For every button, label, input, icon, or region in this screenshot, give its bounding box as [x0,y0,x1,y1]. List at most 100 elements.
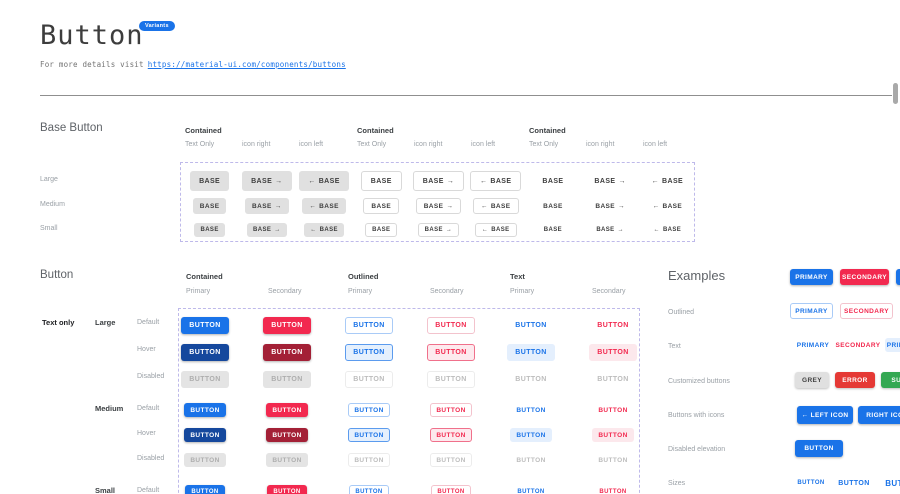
grid-button-outlined-secondary-default[interactable]: BUTTON [430,403,472,417]
example-button-primary[interactable]: PRIMARY [790,269,833,285]
grid-button-outlined-primary-default[interactable]: BUTTON [349,485,389,494]
example-button-secondary[interactable]: SECONDARY [840,303,893,319]
example-button-grey[interactable]: GREY [795,372,829,388]
base-button[interactable]: BASE [536,198,570,214]
base-button[interactable]: BASE → [245,198,289,214]
base-button[interactable]: BASE → [588,198,632,214]
grid-button-text-primary-disabled[interactable]: BUTTON [507,371,555,388]
base-button[interactable]: BASE [365,223,398,237]
base-button[interactable]: ← BASE [299,171,349,191]
base-button-label: BASE [662,227,682,233]
grid-button-contained-secondary-hover[interactable]: BUTTON [263,344,311,361]
base-row-label-medium: Medium [40,201,65,208]
base-row-label-small: Small [40,225,58,232]
base-subcolumn-header: Text Only [185,141,215,148]
grid-button-outlined-primary-default[interactable]: BUTTON [345,317,393,334]
example-button-clipped[interactable] [896,269,900,285]
grid-button-outlined-secondary-disabled[interactable]: BUTTON [430,453,472,467]
example-button-button[interactable]: BUTTON [795,476,827,490]
base-button[interactable]: ← BASE [302,198,346,214]
grid-button-contained-secondary-default[interactable]: BUTTON [266,403,308,417]
grid-button-outlined-secondary-default[interactable]: BUTTON [427,317,475,334]
base-button[interactable]: ← BASE [304,223,344,237]
grid-button-text-primary-hover[interactable]: BUTTON [510,428,552,442]
example-button-button[interactable]: BUTTON [835,476,873,490]
grid-button-contained-secondary-default[interactable]: BUTTON [263,317,311,334]
grid-button-contained-secondary-disabled[interactable]: BUTTON [263,371,311,388]
grid-button-text-secondary-default[interactable]: BUTTON [593,485,633,494]
base-button-label: BASE [199,177,221,185]
grid-button-text-primary-default[interactable]: BUTTON [511,485,551,494]
grid-button-label: BUTTON [597,376,629,383]
grid-button-outlined-primary-disabled[interactable]: BUTTON [348,453,390,467]
base-button[interactable]: BASE → [246,223,287,237]
base-button[interactable]: ← BASE [469,171,522,191]
example-button-button[interactable]: BUTTON [881,476,900,490]
grid-button-label: BUTTON [598,406,628,414]
base-button[interactable]: BASE [190,171,230,191]
grid-button-contained-primary-hover[interactable]: BUTTON [184,428,226,442]
grid-button-contained-secondary-disabled[interactable]: BUTTON [266,453,308,467]
base-button[interactable]: BASE [533,171,572,191]
example-button-primary[interactable]: PRIMARY [790,303,833,319]
base-button[interactable]: BASE → [412,171,465,191]
grid-button-outlined-primary-hover[interactable]: BUTTON [345,344,393,361]
vertical-scrollbar-thumb[interactable] [893,83,898,104]
grid-button-text-primary-disabled[interactable]: BUTTON [510,453,552,467]
row-state-label: Disabled [137,455,165,462]
grid-button-outlined-primary-hover[interactable]: BUTTON [348,428,390,442]
base-button-label: BASE [371,202,392,210]
grid-button-contained-primary-hover[interactable]: BUTTON [181,344,229,361]
base-button[interactable]: ← BASE [643,171,692,191]
grid-button-outlined-primary-default[interactable]: BUTTON [348,403,390,417]
base-button[interactable]: BASE → [242,171,292,191]
base-button[interactable]: BASE [360,171,402,191]
example-button-primary[interactable]: PRIMARY [795,338,831,352]
grid-button-outlined-secondary-default[interactable]: BUTTON [431,485,471,494]
base-button[interactable]: ← BASE [472,198,519,214]
grid-button-text-secondary-hover[interactable]: BUTTON [592,428,634,442]
base-button[interactable]: BASE [192,198,227,214]
example-button-success[interactable]: SUCCESS [881,372,900,388]
base-button[interactable]: BASE → [417,223,460,237]
grid-button-text-primary-default[interactable]: BUTTON [510,403,552,417]
grid-button-label: BUTTON [353,322,385,329]
grid-button-outlined-secondary-hover[interactable]: BUTTON [430,428,472,442]
grid-button-text-secondary-hover[interactable]: BUTTON [589,344,637,361]
example-button-primary[interactable]: PRIMARY [885,338,900,352]
docs-link[interactable]: https://material-ui.com/components/butto… [147,60,346,69]
base-button[interactable]: ← BASE [648,223,688,237]
base-button[interactable]: BASE [363,198,400,214]
base-button[interactable]: BASE → [585,171,634,191]
grid-button-contained-secondary-hover[interactable]: BUTTON [266,428,308,442]
example-button-secondary[interactable]: SECONDARY [840,269,889,285]
example-button-right-icon-[interactable]: RIGHT ICON → [858,406,900,424]
grid-button-text-secondary-disabled[interactable]: BUTTON [592,453,634,467]
base-button[interactable]: BASE [194,223,225,237]
grid-button-label: BUTTON [598,456,628,464]
example-button-button[interactable]: BUTTON [795,440,843,457]
base-button[interactable]: ← BASE [474,223,517,237]
grid-button-outlined-secondary-hover[interactable]: BUTTON [427,344,475,361]
grid-button-text-secondary-default[interactable]: BUTTON [589,317,637,334]
grid-button-contained-primary-disabled[interactable]: BUTTON [181,371,229,388]
example-button--left-icon[interactable]: ← LEFT ICON [797,406,853,424]
arrow-right-icon: → [446,202,454,210]
grid-button-outlined-primary-disabled[interactable]: BUTTON [345,371,393,388]
grid-button-contained-primary-disabled[interactable]: BUTTON [184,453,226,467]
grid-button-text-primary-default[interactable]: BUTTON [507,317,555,334]
base-button[interactable]: ← BASE [646,198,690,214]
grid-button-text-secondary-disabled[interactable]: BUTTON [589,371,637,388]
grid-button-contained-primary-default[interactable]: BUTTON [185,485,225,494]
grid-button-text-primary-hover[interactable]: BUTTON [507,344,555,361]
base-button[interactable]: BASE [538,223,568,237]
grid-button-contained-primary-default[interactable]: BUTTON [184,403,226,417]
example-button-secondary[interactable]: SECONDARY [836,338,881,352]
example-button-error[interactable]: ERROR [835,372,875,388]
grid-button-contained-primary-default[interactable]: BUTTON [181,317,229,334]
base-button[interactable]: BASE → [590,223,630,237]
base-button[interactable]: BASE → [415,198,462,214]
grid-button-text-secondary-default[interactable]: BUTTON [592,403,634,417]
grid-button-outlined-secondary-disabled[interactable]: BUTTON [427,371,475,388]
grid-button-contained-secondary-default[interactable]: BUTTON [267,485,307,494]
